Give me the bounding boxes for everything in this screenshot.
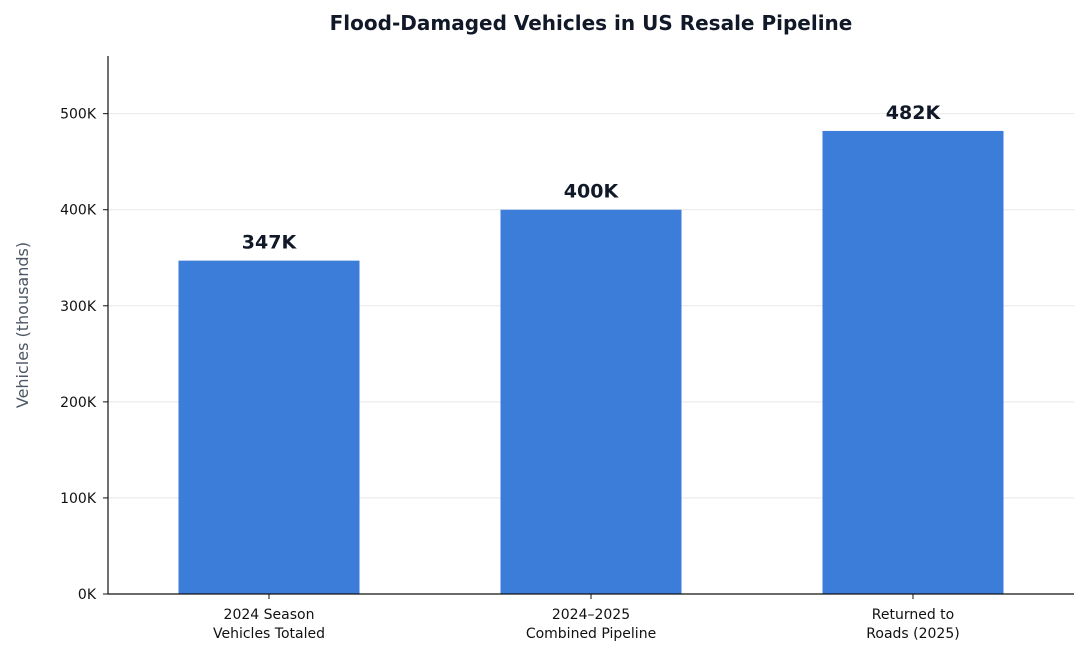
bar <box>822 130 1004 594</box>
y-tick-label: 300K <box>60 299 97 315</box>
x-tick-label: 2024–2025 <box>552 607 630 623</box>
x-tick-label: Roads (2025) <box>866 626 959 642</box>
data-label: 400K <box>564 181 620 203</box>
chart-title: Flood-Damaged Vehicles in US Resale Pipe… <box>330 11 853 35</box>
y-axis-label: Vehicles (thousands) <box>13 242 32 408</box>
x-tick-label: Vehicles Totaled <box>213 626 325 642</box>
y-tick-label: 100K <box>60 491 97 507</box>
x-tick-label: 2024 Season <box>224 607 315 623</box>
bar <box>178 260 360 594</box>
bar <box>500 209 682 594</box>
data-label: 482K <box>886 102 942 124</box>
y-tick-label: 500K <box>60 107 97 123</box>
y-tick-label: 200K <box>60 395 97 411</box>
x-tick-label: Returned to <box>872 607 954 623</box>
y-tick-label: 0K <box>78 587 97 603</box>
y-tick-label: 400K <box>60 203 97 219</box>
x-tick-label: Combined Pipeline <box>526 626 656 642</box>
data-label: 347K <box>242 232 298 254</box>
